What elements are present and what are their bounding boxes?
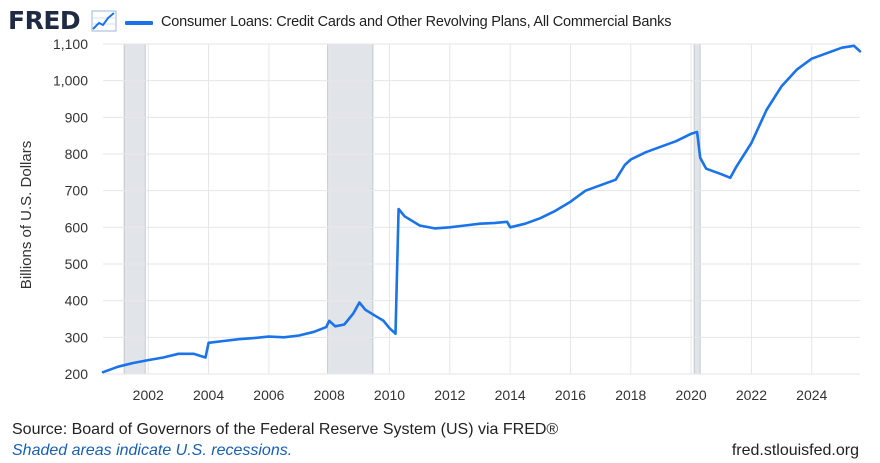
x-tick-label: 2012 bbox=[434, 387, 465, 403]
recession-band bbox=[123, 43, 146, 375]
y-tick-label: 1,000 bbox=[53, 73, 88, 89]
y-tick-label: 600 bbox=[65, 219, 89, 235]
recession-shading bbox=[123, 43, 701, 375]
recession-band bbox=[693, 43, 701, 375]
chart-header: FRED Consumer Loans: Credit Cards and Ot… bbox=[8, 4, 868, 38]
series-layer bbox=[101, 44, 862, 374]
x-tick-label: 2002 bbox=[133, 387, 164, 403]
x-tick-label: 2018 bbox=[615, 387, 646, 403]
fred-logo[interactable]: FRED bbox=[8, 6, 81, 35]
series-line bbox=[101, 44, 862, 374]
y-tick-label: 400 bbox=[65, 293, 89, 309]
trend-line-icon bbox=[91, 10, 117, 32]
y-tick-label: 300 bbox=[65, 329, 89, 345]
y-tick-label: 700 bbox=[65, 183, 89, 199]
site-link[interactable]: fred.stlouisfed.org bbox=[731, 442, 859, 459]
recession-note: Shaded areas indicate U.S. recessions. bbox=[12, 442, 293, 459]
y-tick-label: 1,100 bbox=[53, 36, 88, 52]
x-tick-label: 2020 bbox=[676, 387, 707, 403]
x-tick-label: 2004 bbox=[193, 387, 224, 403]
x-tick-label: 2014 bbox=[495, 387, 526, 403]
x-tick-label: 2010 bbox=[374, 387, 405, 403]
x-axis-ticks: 2002 2004 2006 2008 2010 2012 2014 2016 2018 2020… bbox=[133, 387, 828, 403]
y-axis-label: Billions of U.S. Dollars bbox=[18, 141, 35, 289]
x-tick-label: 2022 bbox=[736, 387, 767, 403]
y-axis-ticks: 200 300 400 500 600 700 800 900 1,000 1,100 bbox=[53, 36, 88, 382]
y-tick-label: 200 bbox=[65, 366, 89, 382]
x-tick-label: 2008 bbox=[314, 387, 345, 403]
gridlines bbox=[103, 43, 860, 375]
y-tick-label: 800 bbox=[65, 146, 89, 162]
x-tick-label: 2024 bbox=[796, 387, 827, 403]
legend-swatch bbox=[125, 21, 153, 25]
y-tick-label: 900 bbox=[65, 109, 89, 125]
legend-label: Consumer Loans: Credit Cards and Other R… bbox=[161, 14, 672, 30]
source-text: Source: Board of Governors of the Federa… bbox=[12, 421, 559, 438]
x-tick-label: 2016 bbox=[555, 387, 586, 403]
x-tick-label: 2006 bbox=[253, 387, 284, 403]
y-tick-label: 500 bbox=[65, 256, 89, 272]
